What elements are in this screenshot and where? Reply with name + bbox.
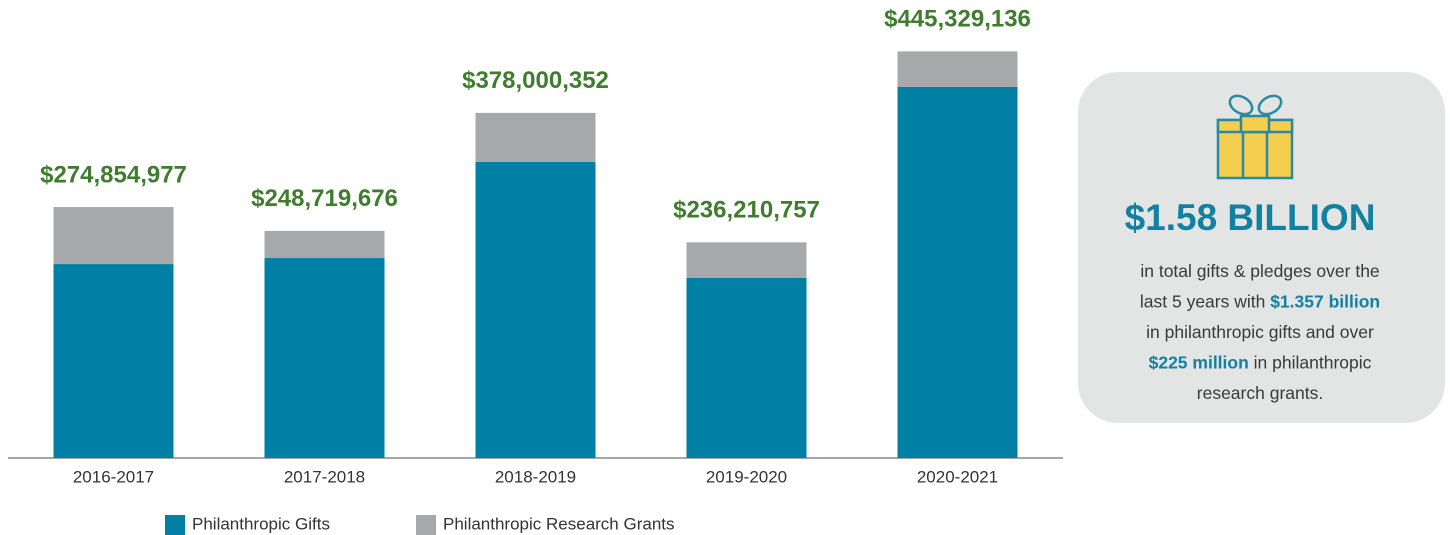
bar-segment — [475, 161, 596, 459]
panel-text: research grants. — [1197, 383, 1323, 403]
total-label: $378,000,352 — [462, 67, 609, 94]
legend-swatch — [416, 515, 436, 535]
panel-text: $225 million — [1149, 352, 1249, 372]
bar-segment — [897, 86, 1018, 458]
panel-line: in total gifts & pledges over the — [1140, 261, 1379, 281]
panel-text: last 5 years with — [1140, 291, 1270, 311]
bar-segment — [53, 264, 174, 458]
legend-swatch — [165, 515, 185, 535]
panel-line: $225 million in philanthropic — [1149, 352, 1372, 372]
side-panel — [1078, 72, 1445, 423]
panel-line: in philanthropic gifts and over — [1146, 322, 1374, 342]
bar-segment — [264, 258, 385, 458]
bar-segment — [897, 51, 1018, 87]
panel-text: $1.357 billion — [1270, 291, 1380, 311]
bar-segment — [475, 112, 596, 162]
bar-segment — [686, 277, 807, 458]
legend-label: Philanthropic Gifts — [192, 514, 330, 533]
legend-label: Philanthropic Research Grants — [443, 514, 675, 533]
panel-text: in philanthropic gifts and over — [1146, 322, 1374, 342]
x-tick-label: 2019-2020 — [706, 467, 787, 486]
bar-segment — [686, 242, 807, 278]
x-tick-label: 2016-2017 — [73, 467, 154, 486]
panel-text: in total gifts & pledges over the — [1140, 261, 1379, 281]
total-label: $445,329,136 — [884, 6, 1031, 33]
panel-line: last 5 years with $1.357 billion — [1140, 291, 1380, 311]
bar-segment — [53, 207, 174, 265]
bar-segment — [264, 230, 385, 259]
gift-icon — [1216, 94, 1294, 180]
panel-text: in philanthropic — [1249, 352, 1372, 372]
headline: $1.58 BILLION — [1125, 197, 1376, 238]
x-tick-label: 2020-2021 — [917, 467, 998, 486]
x-tick-label: 2018-2019 — [495, 467, 576, 486]
panel-line: research grants. — [1197, 383, 1323, 403]
total-label: $248,719,676 — [251, 185, 398, 212]
total-label: $236,210,757 — [673, 197, 820, 224]
x-tick-label: 2017-2018 — [284, 467, 365, 486]
total-label: $274,854,977 — [40, 161, 187, 188]
